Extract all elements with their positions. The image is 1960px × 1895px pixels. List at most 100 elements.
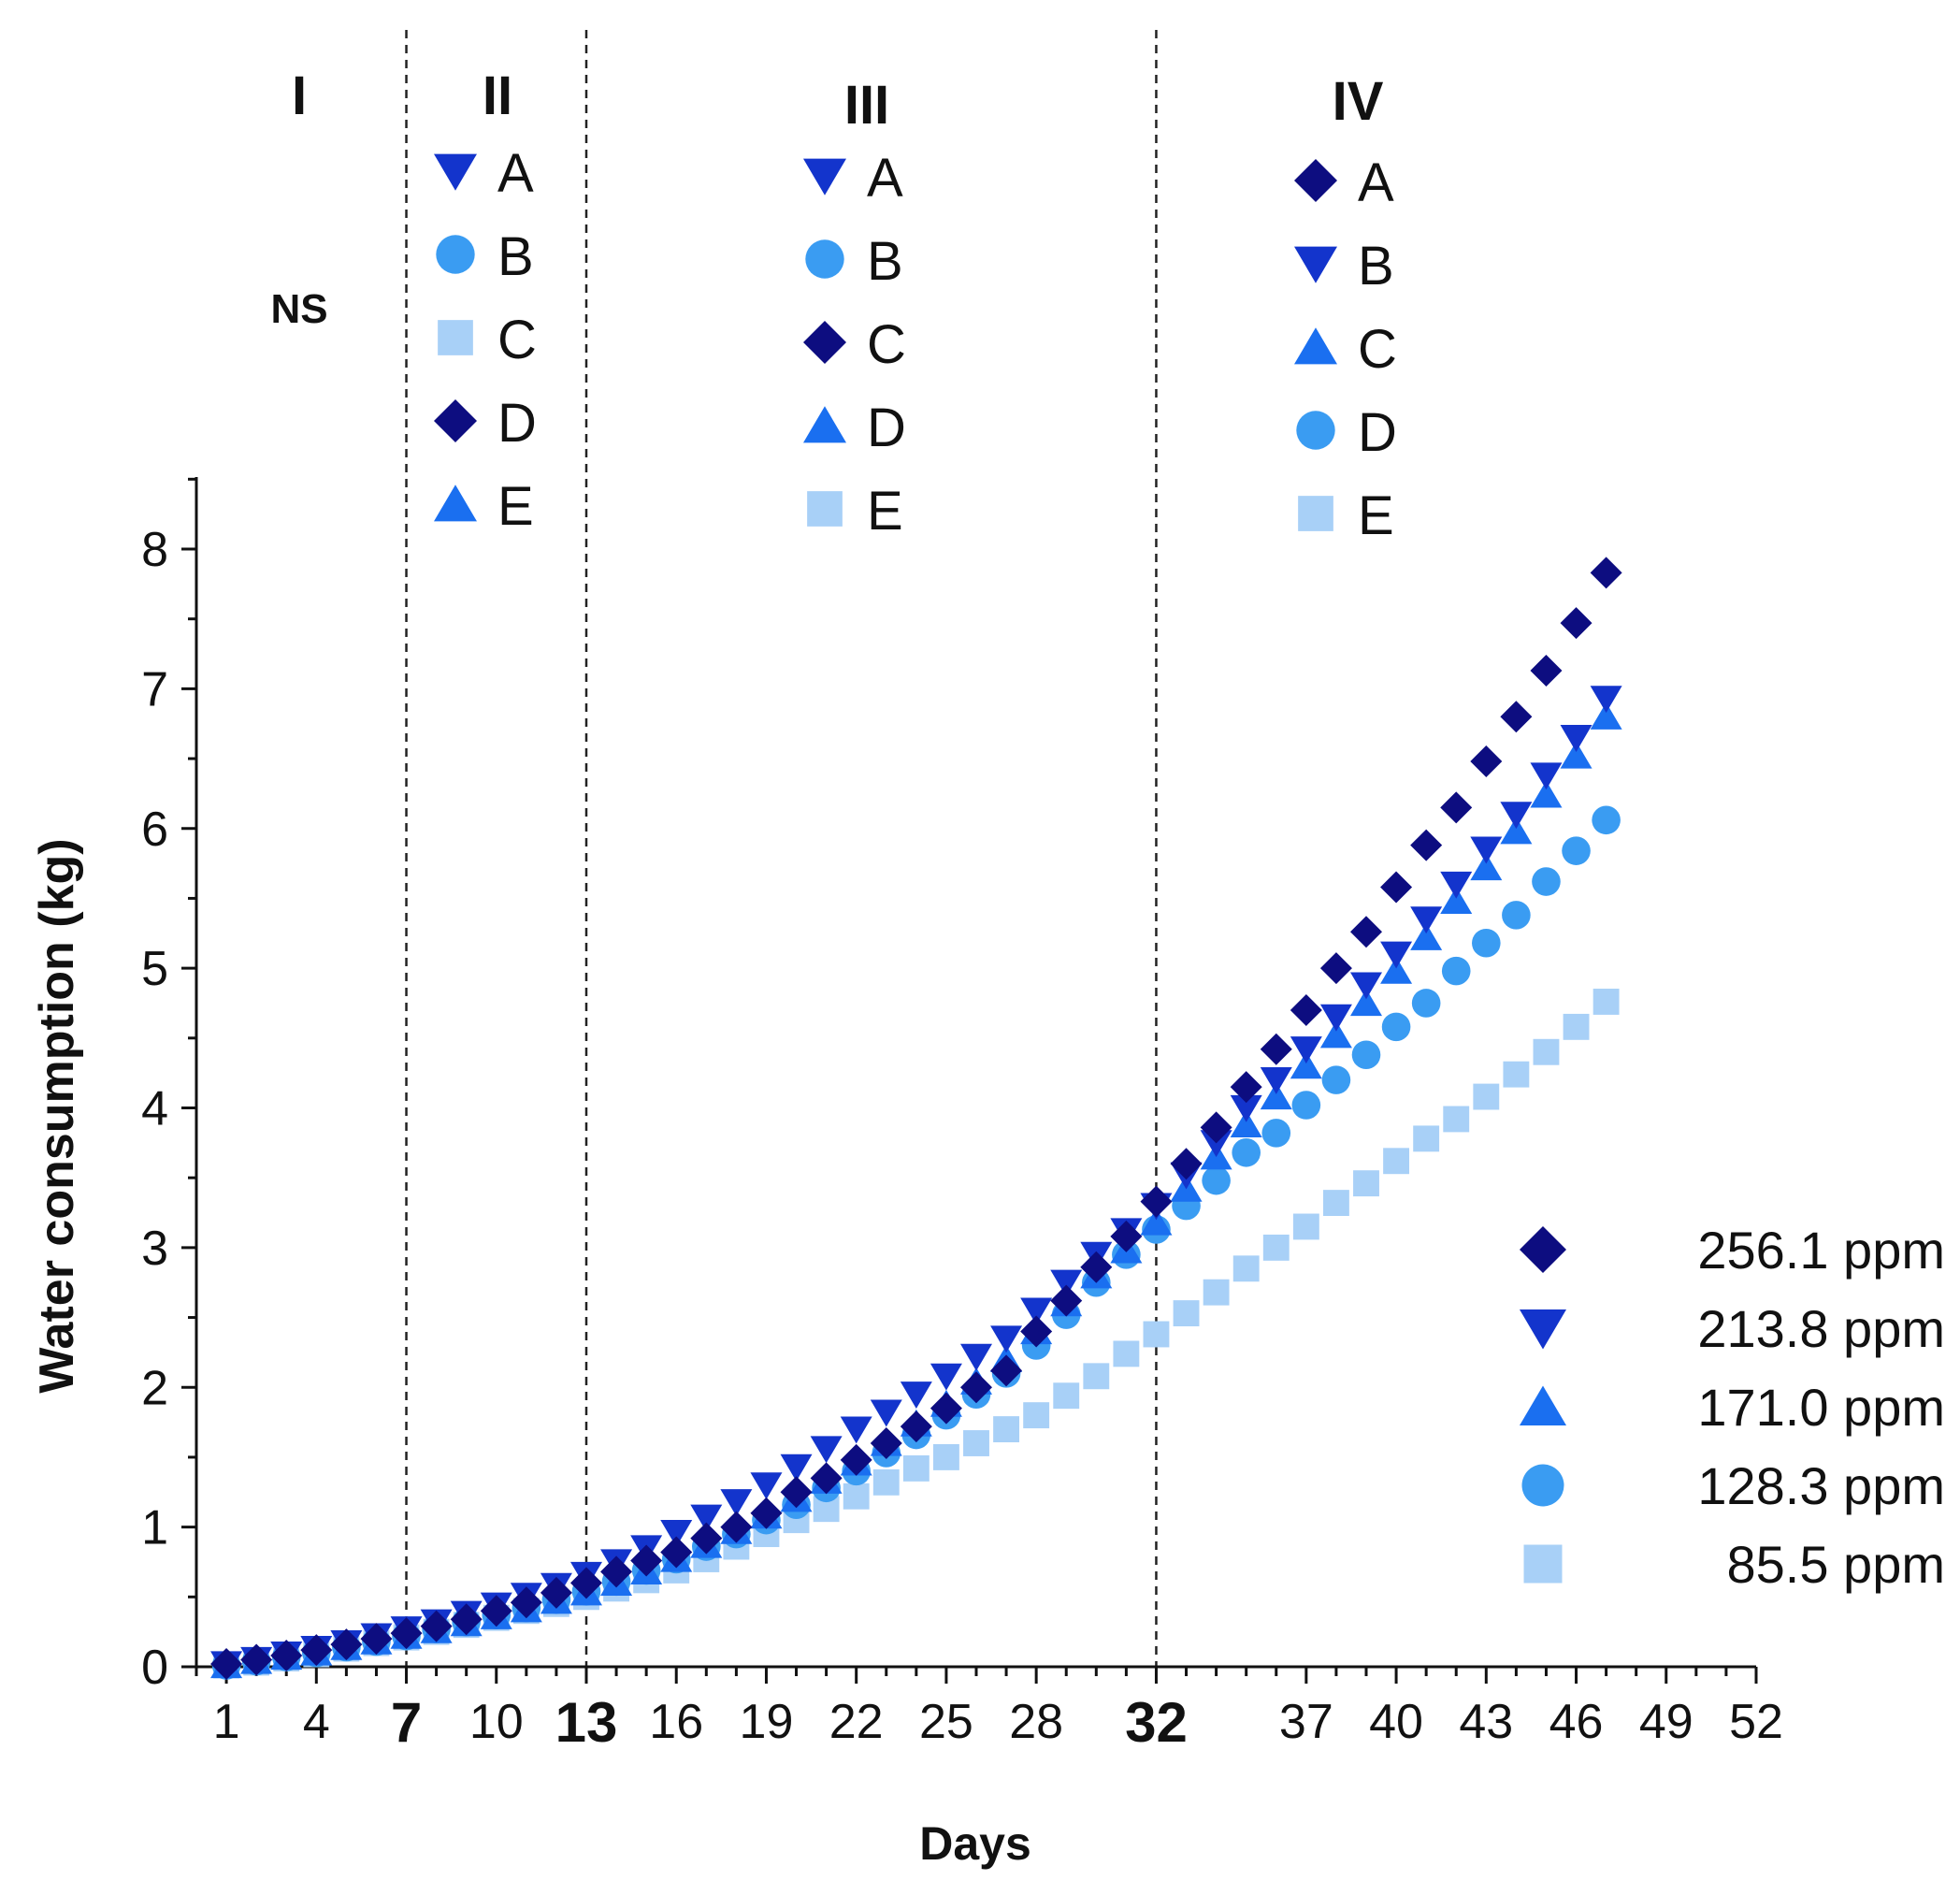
data-point: [1260, 1067, 1292, 1094]
phase-legend-letter: A: [867, 148, 903, 209]
data-point: [480, 1595, 512, 1627]
phase-legend-letter: C: [867, 314, 906, 375]
x-tick-label: 43: [1459, 1695, 1513, 1749]
data-point: [1050, 1269, 1083, 1297]
data-point: [1113, 1340, 1140, 1367]
data-point: [1023, 1402, 1050, 1429]
x-axis-label: Days: [919, 1817, 1031, 1870]
data-point: [1200, 1111, 1232, 1144]
data-points: [210, 557, 1622, 1681]
data-point: [1353, 1170, 1379, 1197]
y-tick-label: 3: [141, 1222, 168, 1276]
x-tick-label: 1: [213, 1695, 240, 1749]
x-tick-label: 16: [649, 1695, 703, 1749]
data-point: [1500, 802, 1533, 830]
x-tick-label: 7: [391, 1691, 422, 1754]
data-point: [1230, 1110, 1262, 1138]
data-point: [960, 1343, 992, 1371]
data-point: [780, 1476, 813, 1509]
data-point: [1200, 1130, 1232, 1158]
x-tick-label: 40: [1369, 1695, 1423, 1749]
data-point: [1500, 817, 1533, 845]
data-point: [1443, 1106, 1470, 1133]
x-tick-label: 32: [1125, 1691, 1188, 1754]
data-point: [1351, 1040, 1381, 1070]
data-point: [990, 1354, 1023, 1387]
phase-legend-letter: B: [867, 231, 903, 292]
phase-legend-letter: C: [1358, 319, 1397, 380]
data-point: [1261, 1119, 1291, 1148]
data-point: [720, 1511, 753, 1543]
data-point: [1083, 1363, 1110, 1390]
data-point: [1411, 989, 1441, 1018]
y-tick-label: 5: [141, 942, 168, 996]
phase-legend-letter: B: [497, 226, 534, 287]
phase-legend-marker: [803, 321, 846, 364]
data-point: [1473, 1083, 1500, 1110]
data-point: [1260, 1082, 1292, 1110]
x-tick-label: 19: [740, 1695, 794, 1749]
data-point: [1053, 1382, 1080, 1410]
data-point: [1592, 989, 1620, 1015]
phase-legend-letter: A: [497, 143, 534, 204]
data-point: [510, 1586, 542, 1619]
data-point: [840, 1416, 872, 1444]
data-point: [810, 1462, 843, 1495]
data-point: [1262, 1234, 1290, 1261]
data-point: [420, 1610, 453, 1642]
data-point: [1350, 972, 1382, 1000]
data-point: [330, 1628, 363, 1661]
data-point: [840, 1443, 872, 1476]
data-point: [690, 1504, 723, 1532]
data-point: [1350, 916, 1382, 948]
data-point: [1500, 701, 1533, 733]
phase-legend-marker: [1296, 411, 1335, 450]
data-point: [720, 1489, 753, 1517]
data-point: [1143, 1321, 1170, 1348]
data-point: [1410, 906, 1443, 934]
data-point: [900, 1410, 932, 1443]
data-point: [1592, 805, 1621, 835]
x-tick-label: 25: [919, 1695, 973, 1749]
legend-label: 171.0 ppm: [1697, 1378, 1945, 1437]
data-point: [210, 1648, 243, 1681]
legend-marker: [1520, 1385, 1566, 1425]
data-point: [780, 1454, 813, 1482]
data-point: [630, 1544, 663, 1577]
data-point: [1563, 1013, 1590, 1040]
data-point: [390, 1617, 423, 1650]
y-tick-label: 4: [141, 1082, 168, 1136]
legend-marker: [1521, 1464, 1564, 1507]
data-point: [1140, 1185, 1173, 1218]
data-point: [1440, 791, 1473, 824]
data-point: [1203, 1279, 1230, 1306]
phase-legend-marker: [803, 158, 846, 195]
phase-label: I: [292, 65, 307, 126]
data-point: [1472, 928, 1501, 958]
y-tick-label: 2: [141, 1361, 168, 1415]
y-tick-label: 8: [141, 523, 168, 577]
data-point: [1080, 1251, 1113, 1283]
phase-legend-marker: [438, 320, 473, 355]
data-point: [930, 1363, 962, 1391]
phase-legend-marker: [1294, 246, 1337, 283]
data-point: [1319, 1004, 1352, 1032]
phase-label: III: [844, 75, 889, 136]
phase-legend-marker: [436, 235, 475, 274]
data-point: [1562, 836, 1591, 865]
data-point: [1530, 762, 1563, 790]
x-tick-label: 4: [303, 1695, 330, 1749]
data-point: [1410, 829, 1443, 861]
data-point: [1380, 871, 1413, 904]
data-point: [902, 1454, 930, 1482]
phase-legend-marker: [803, 406, 846, 443]
data-point: [1230, 1071, 1262, 1104]
legend-label: 213.8 ppm: [1697, 1299, 1945, 1358]
data-point: [1110, 1220, 1143, 1252]
x-tick-label: 10: [469, 1695, 524, 1749]
data-point: [1232, 1255, 1260, 1282]
phase-legend-marker: [434, 399, 477, 442]
data-point: [1503, 1061, 1530, 1088]
